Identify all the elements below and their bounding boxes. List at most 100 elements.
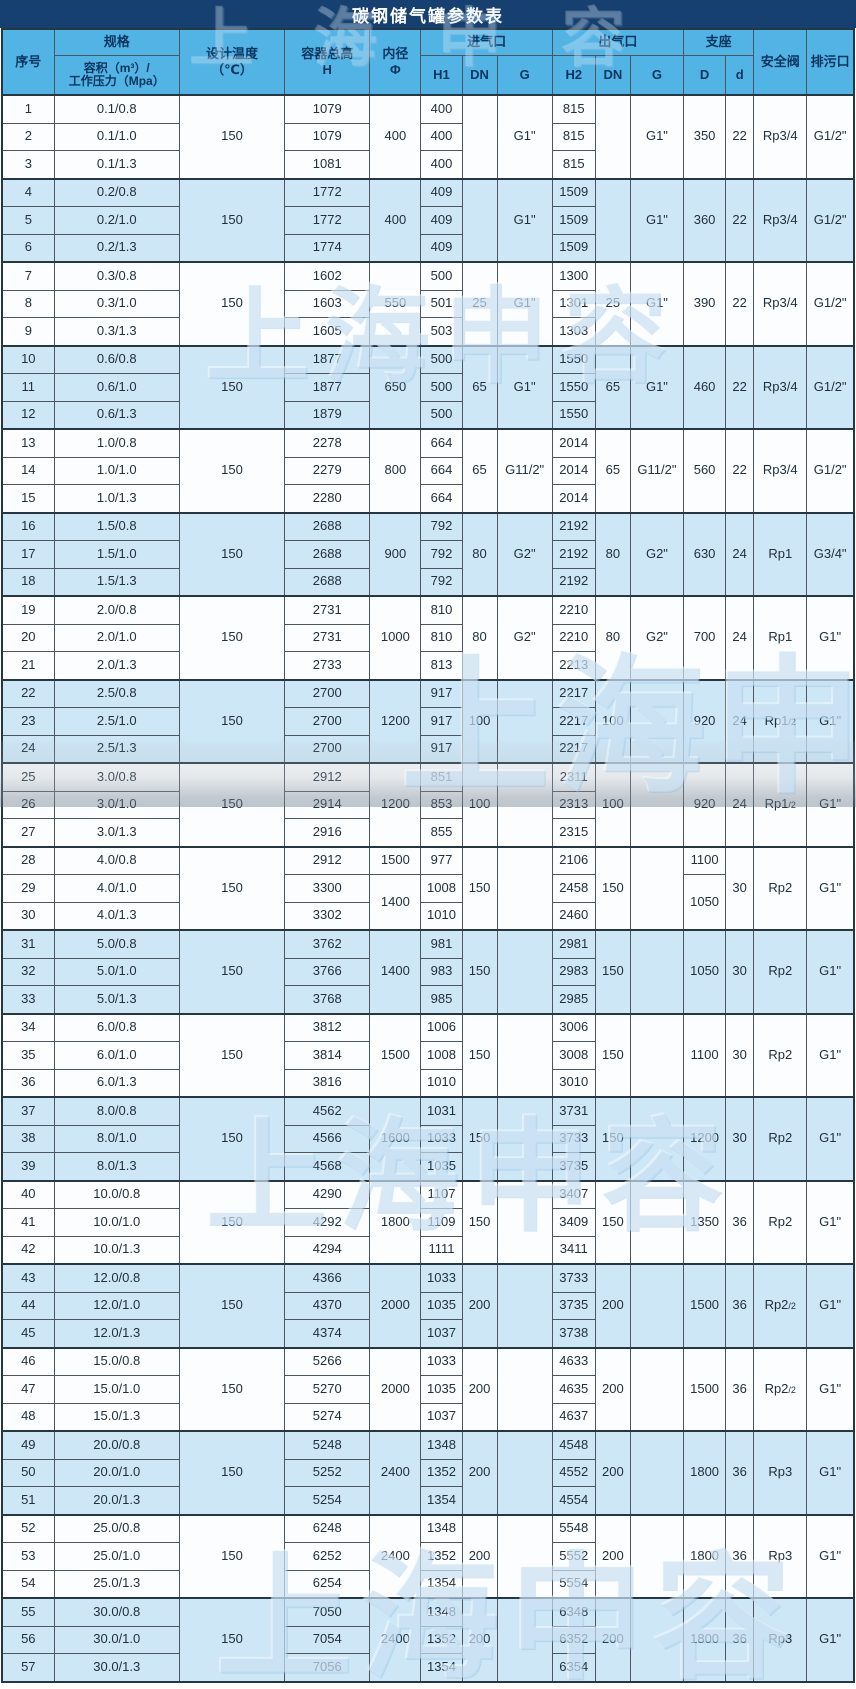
spec-cell: 3.0/1.3 [53, 818, 180, 847]
outlet-h2-cell: 3411 [551, 1235, 596, 1265]
inlet-h1-cell: 1348 [420, 1513, 463, 1543]
spec-cell: 3.0/1.0 [53, 790, 180, 819]
inlet-h1-cell: 851 [420, 762, 463, 792]
support-d-cell: 24 [725, 678, 755, 764]
total-height-cell: 5248 [284, 1430, 371, 1460]
outlet-dn-cell: 200 [594, 1430, 631, 1515]
outlet-h2-cell: 1301 [551, 289, 596, 318]
outlet-dn-cell: 80 [594, 511, 631, 597]
outlet-g-cell: G11/2" [629, 428, 685, 513]
inlet-h1-cell: 1035 [420, 1152, 463, 1181]
outlet-h2-cell: 2213 [551, 651, 596, 680]
table-row: 19 2.0/0.8 150 2731 1000 810 80 G2" 2210 80 G2" 700… [1, 595, 855, 680]
total-height-cell: 1079 [284, 122, 371, 151]
outlet-h2-cell: 4552 [551, 1458, 596, 1487]
serial-cell: 23 [1, 707, 55, 736]
spec-cell: 8.0/0.8 [53, 1096, 180, 1126]
inlet-h1-cell: 500 [420, 261, 463, 291]
table-row: 37 8.0/0.8 150 4562 1600 1031 150 3731 150 1200 30… [1, 1096, 855, 1181]
support-d-cell: 36 [725, 1179, 755, 1265]
outlet-h2-cell: 3008 [551, 1041, 596, 1070]
outlet-dn-cell: 25 [594, 261, 631, 346]
serial-cell: 33 [1, 985, 55, 1014]
table-row: 50 20.0/1.0 5252 1352 4552 [1, 1458, 854, 1487]
header-row-2: 容积（m³）/ 工作压力（Mpa） H1 DN G H2 DN G D d [2, 55, 854, 96]
support-D-cell: 920 [683, 678, 727, 764]
outlet-g-cell [629, 1346, 685, 1432]
outlet-g-cell [629, 1012, 685, 1098]
spec-cell: 0.2/1.0 [53, 206, 180, 235]
outlet-h2-cell: 2217 [551, 734, 596, 764]
spec-cell: 20.0/0.8 [53, 1430, 180, 1460]
total-height-cell: 3814 [284, 1041, 371, 1070]
serial-cell: 53 [1, 1542, 55, 1571]
inner-diameter-cell: 900 [369, 511, 422, 597]
inlet-g-cell: G1" [496, 177, 553, 263]
total-height-cell: 4562 [284, 1096, 371, 1126]
outlet-dn-cell: 200 [594, 1263, 631, 1348]
table-row: 6 0.2/1.3 1774 409 1509 [1, 233, 854, 263]
serial-cell: 11 [1, 373, 55, 402]
drain-port-cell: G1" [806, 1430, 855, 1515]
safety-valve-size: Rp2 [768, 1046, 793, 1062]
outlet-h2-cell: 815 [551, 94, 596, 124]
outlet-h2-cell: 3733 [551, 1124, 596, 1153]
serial-cell: 49 [1, 1430, 55, 1460]
support-D-cell: 1100 [683, 1012, 727, 1098]
outlet-h2-cell: 6348 [551, 1597, 596, 1627]
outlet-h2-cell: 3738 [551, 1319, 596, 1348]
spec-cell: 30.0/1.3 [53, 1653, 180, 1682]
total-height-cell: 2731 [284, 595, 371, 625]
inlet-h1-cell: 664 [420, 484, 463, 513]
inlet-h1-cell: 1006 [420, 1012, 463, 1042]
spec-cell: 0.1/1.3 [53, 150, 180, 179]
serial-cell: 24 [1, 734, 55, 764]
inlet-dn-cell: 150 [461, 929, 498, 1014]
serial-cell: 21 [1, 651, 55, 680]
inlet-dn-cell: 150 [461, 845, 498, 931]
table-row: 44 12.0/1.0 4370 1035 3735 [1, 1291, 854, 1320]
inlet-h1-cell: 1352 [420, 1458, 463, 1487]
outlet-h2-cell: 2192 [551, 540, 596, 569]
support-d-cell: 24 [725, 511, 755, 597]
design-temp-cell: 150 [178, 1346, 286, 1432]
outlet-h2-cell: 2985 [551, 985, 596, 1014]
outlet-h2-cell: 2311 [551, 762, 596, 792]
outlet-h2-cell: 2315 [551, 818, 596, 847]
total-height-cell: 1774 [284, 233, 371, 263]
parameter-table: 序号 规格 设计温度 （℃） 容器总高 H 内径 Φ 进气口 出气口 支座 安全… [1, 28, 855, 1683]
serial-cell: 48 [1, 1402, 55, 1432]
outlet-h2-cell: 3731 [551, 1096, 596, 1126]
total-height-cell: 2278 [284, 428, 371, 458]
total-height-cell: 5274 [284, 1402, 371, 1432]
serial-cell: 7 [1, 261, 55, 291]
table-row: 51 20.0/1.3 5254 1354 4554 [1, 1486, 854, 1515]
total-height-cell: 4290 [284, 1179, 371, 1209]
support-d-cell: 22 [725, 428, 755, 513]
spec-cell: 20.0/1.0 [53, 1458, 180, 1487]
design-temp-cell: 150 [178, 595, 286, 680]
total-height-cell: 5270 [284, 1375, 371, 1404]
outlet-h2-cell: 815 [551, 122, 596, 151]
total-height-cell: 6252 [284, 1542, 371, 1571]
outlet-h2-cell: 2460 [551, 901, 596, 931]
inlet-h1-cell: 810 [420, 623, 463, 652]
total-height-cell: 5254 [284, 1486, 371, 1515]
support-d-cell: 22 [725, 177, 755, 263]
outlet-h2-cell: 2106 [551, 845, 596, 875]
drain-port-cell: G1/2" [806, 344, 855, 430]
table-row: 4 0.2/0.8 150 1772 400 409 G1" 1509 G1" 360 22 Rp3/… [1, 177, 855, 263]
spec-cell: 0.6/0.8 [53, 344, 180, 374]
total-height-cell: 7050 [284, 1597, 371, 1627]
spec-cell: 25.0/0.8 [53, 1513, 180, 1543]
table-row: 57 30.0/1.3 7056 1354 6354 [1, 1653, 854, 1682]
support-D-cell: 700 [683, 595, 727, 680]
design-temp-cell: 150 [178, 678, 286, 764]
drain-port-cell: G1/2" [806, 94, 855, 179]
serial-cell: 45 [1, 1319, 55, 1348]
spec-cell: 4.0/1.3 [53, 901, 180, 931]
inlet-h1-cell: 1354 [420, 1569, 463, 1599]
design-temp-cell: 150 [178, 1597, 286, 1682]
inlet-h1-cell: 501 [420, 289, 463, 318]
inlet-h1-cell: 409 [420, 206, 463, 235]
